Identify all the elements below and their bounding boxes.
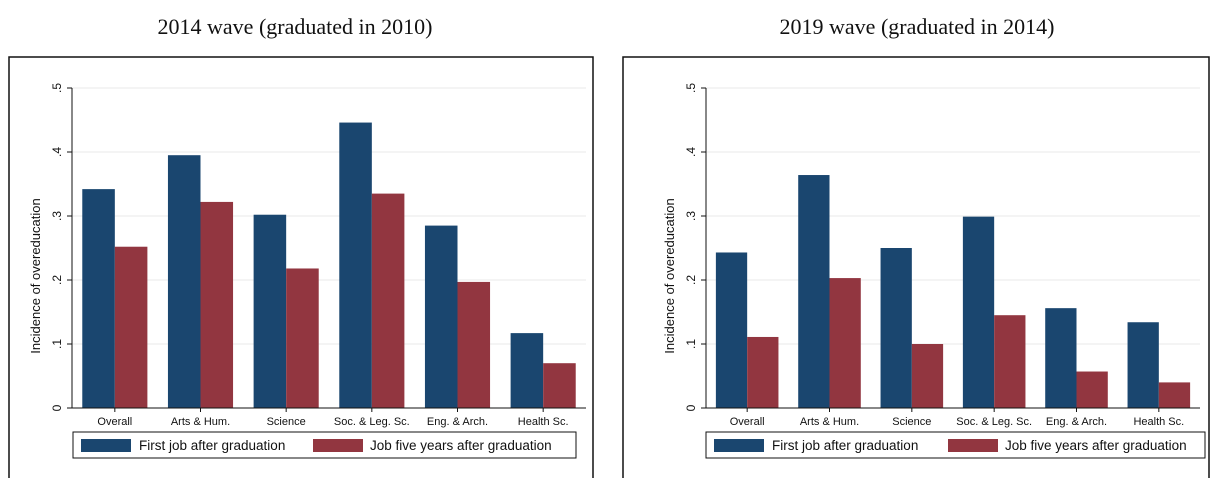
x-tick-label: Arts & Hum.	[800, 416, 859, 428]
bar-first-job	[82, 189, 115, 408]
bar-first-job	[510, 333, 544, 408]
y-tick-label: .2	[50, 275, 64, 285]
bar-first-job	[424, 225, 458, 408]
bar-first-job	[253, 214, 287, 408]
y-tick-label: .1	[684, 339, 698, 349]
x-tick-label: Arts & Hum.	[171, 416, 230, 428]
bar-five-years	[747, 336, 779, 408]
x-tick-label: Science	[892, 416, 931, 428]
bar-five-years	[371, 193, 405, 408]
bar-first-job	[962, 216, 995, 408]
bar-first-job	[880, 248, 912, 408]
y-tick-label: .3	[50, 211, 64, 221]
y-tick-label: .3	[684, 211, 698, 221]
legend-label-first: First job after graduation	[139, 438, 285, 453]
bar-first-job	[1045, 308, 1077, 408]
bar-five-years	[200, 201, 234, 408]
bar-first-job	[339, 122, 372, 408]
x-tick-label: Overall	[97, 416, 132, 428]
legend: First job after graduation Job five year…	[705, 431, 1206, 459]
legend-label-five: Job five years after graduation	[370, 438, 552, 453]
bar-five-years	[543, 363, 576, 408]
y-tick-label: .1	[50, 339, 64, 349]
chart-2019-wave: 0 .1 .2 .3 .4 .5 Overall Arts & Hum. Science Soc.…	[622, 56, 1210, 478]
chart-title-2019: 2019 wave (graduated in 2014)	[779, 14, 1055, 39]
bar-five-years	[829, 278, 861, 408]
bar-five-years	[911, 344, 944, 408]
bar-five-years	[286, 268, 319, 408]
legend-swatch-first	[714, 439, 764, 452]
legend-swatch-first	[81, 439, 131, 452]
x-tick-label: Health Sc.	[1133, 416, 1184, 428]
chart-frame	[622, 56, 1210, 478]
x-tick-label: Science	[267, 416, 306, 428]
chart-frame	[8, 56, 594, 478]
legend-swatch-five	[313, 439, 363, 452]
chart-2014-wave: 0 .1 .2 .3 .4 .5 Overall Arts & Hum. Science Soc.…	[8, 56, 594, 478]
bar-five-years	[457, 281, 491, 408]
chart-title-2014: 2014 wave (graduated in 2010)	[157, 14, 433, 39]
x-tick-label: Eng. & Arch.	[427, 416, 488, 428]
bar-first-job	[715, 252, 748, 408]
x-tick-label: Health Sc.	[518, 416, 569, 428]
y-tick-label: 0	[684, 404, 698, 411]
y-axis-title: Incidence of overeducation	[28, 198, 43, 353]
y-tick-label: .5	[684, 83, 698, 93]
bar-five-years	[114, 246, 148, 408]
bar-first-job	[167, 155, 201, 408]
y-axis-title: Incidence of overeducation	[662, 198, 677, 353]
y-tick-label: .2	[684, 275, 698, 285]
bar-five-years	[1158, 382, 1191, 408]
legend-swatch-five	[948, 439, 998, 452]
bar-five-years	[994, 315, 1026, 408]
bar-five-years	[1076, 371, 1108, 408]
bar-first-job	[1127, 322, 1159, 408]
legend-label-five: Job five years after graduation	[1005, 438, 1187, 453]
y-tick-label: .5	[50, 83, 64, 93]
x-tick-label: Eng. & Arch.	[1046, 416, 1107, 428]
y-tick-label: .4	[684, 147, 698, 157]
legend-label-first: First job after graduation	[772, 438, 918, 453]
y-tick-label: 0	[50, 404, 64, 411]
x-tick-label: Soc. & Leg. Sc.	[334, 416, 410, 428]
x-tick-label: Overall	[730, 416, 765, 428]
y-tick-label: .4	[50, 147, 64, 157]
legend: First job after graduation Job five year…	[72, 431, 577, 459]
bar-first-job	[798, 175, 830, 408]
x-tick-label: Soc. & Leg. Sc.	[956, 416, 1032, 428]
